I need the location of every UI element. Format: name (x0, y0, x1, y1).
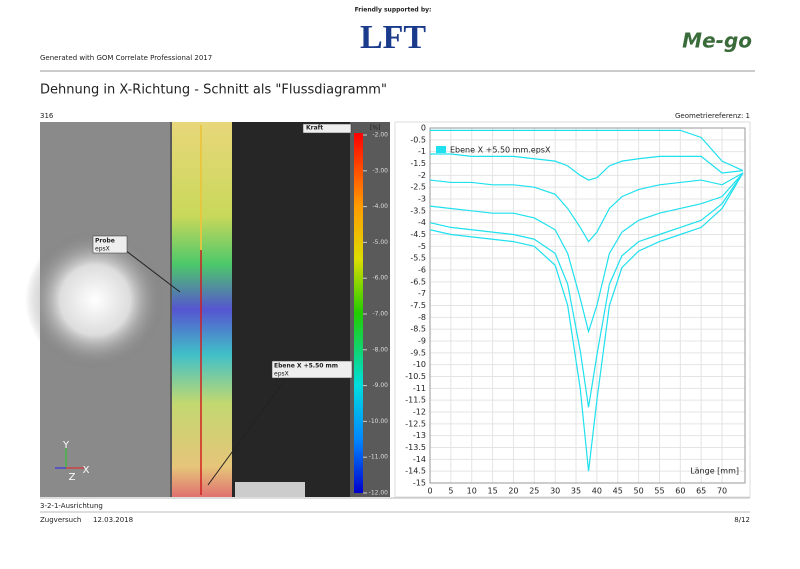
colorbar-label: -9.00 (372, 382, 388, 389)
colorbar-label: -5.00 (372, 239, 388, 246)
y-tick-label: -2.5 (410, 183, 426, 192)
y-tick-label: -14 (413, 455, 426, 464)
legend-label: Ebene X +5.50 mm.epsX (450, 146, 551, 155)
y-tick-label: -14.5 (405, 467, 426, 476)
y-tick-label: -0.5 (410, 135, 426, 144)
y-tick-label: -8.5 (410, 325, 426, 334)
colorbar-label: -8.00 (372, 346, 388, 353)
series-line (429, 172, 744, 408)
colorbar-label: -6.00 (372, 275, 388, 282)
label-subtitle: epsX (274, 371, 289, 378)
y-tick-label: -13.5 (405, 443, 426, 452)
colorbar-unit: [%] (370, 125, 380, 132)
y-tick-label: -13 (413, 431, 426, 440)
x-axis-label: Länge [mm] (690, 467, 739, 476)
colorbar-label: -11.00 (369, 454, 389, 461)
y-tick-label: -9.5 (410, 348, 426, 357)
legend-swatch (436, 146, 446, 153)
y-tick-label: -10.5 (405, 372, 426, 381)
x-tick-label: 10 (467, 487, 477, 496)
date: 12.03.2018 (93, 516, 133, 524)
series-line (429, 172, 744, 334)
y-tick-label: 0 (421, 124, 426, 133)
label-title: Kraft (306, 125, 323, 132)
y-tick-label: -6 (418, 266, 426, 275)
brand-logo: Me-go (682, 29, 752, 53)
page-number: 8/12 (734, 516, 750, 524)
x-tick-label: 15 (487, 487, 497, 496)
y-tick-label: -10 (413, 360, 426, 369)
y-tick-label: -6.5 (410, 277, 426, 286)
y-tick-label: -1.5 (410, 159, 426, 168)
y-tick-label: -12 (413, 408, 426, 417)
y-tick-label: -3.5 (410, 206, 426, 215)
plot-frame (429, 127, 746, 484)
series-line (429, 172, 744, 243)
x-tick-label: 60 (675, 487, 685, 496)
y-tick-label: -5 (418, 242, 426, 251)
axis-name: Z (69, 472, 76, 483)
axis-name: Y (62, 440, 70, 451)
x-tick-label: 30 (550, 487, 560, 496)
y-tick-label: -9 (418, 337, 426, 346)
y-tick-label: -12.5 (405, 419, 426, 428)
colorbar-label: -12.00 (369, 490, 389, 497)
x-tick-label: 55 (654, 487, 664, 496)
x-tick-label: 25 (529, 487, 539, 496)
y-tick-label: -15 (413, 479, 426, 488)
y-tick-label: -2 (418, 171, 426, 180)
x-tick-label: 5 (448, 487, 453, 496)
colorbar-label: -3.00 (372, 167, 388, 174)
x-tick-label: 45 (613, 487, 623, 496)
y-tick-label: -4.5 (410, 230, 426, 239)
geometry-reference: Geometriereferenz: 1 (675, 112, 750, 120)
x-tick-label: 50 (634, 487, 644, 496)
y-tick-label: -7.5 (410, 301, 426, 310)
title: Dehnung in X-Richtung - Schnitt als "Flu… (40, 83, 387, 98)
sponsor: Friendly supported by: (355, 7, 432, 14)
sponsor-logo: LFT (360, 19, 426, 56)
series-line (430, 129, 744, 172)
y-tick-label: -8 (418, 313, 426, 322)
series-line (429, 172, 744, 472)
stage: 316 (40, 112, 54, 120)
colorbar-label: -2.00 (372, 132, 388, 139)
label-subtitle: epsX (95, 246, 110, 253)
colorbar-label: -4.00 (372, 203, 388, 210)
series-line (430, 153, 743, 181)
y-tick-label: -7 (418, 289, 426, 298)
label-title: Probe (95, 238, 115, 245)
x-tick-label: 35 (571, 487, 581, 496)
y-tick-label: -5.5 (410, 254, 426, 263)
x-tick-label: 65 (696, 487, 706, 496)
y-tick-label: -4 (418, 218, 426, 227)
project: Zugversuch (40, 516, 81, 524)
y-tick-label: -11.5 (405, 396, 426, 405)
y-tick-label: -1 (418, 147, 426, 156)
generator: Generated with GOM Correlate Professiona… (40, 54, 212, 62)
label-title: Ebene X +5.50 mm (274, 363, 338, 370)
y-tick-label: -3 (418, 195, 426, 204)
x-tick-label: 0 (427, 487, 432, 496)
image-panel (25, 122, 390, 497)
alignment: 3-2-1-Ausrichtung (40, 502, 103, 510)
axis-name: X (83, 465, 90, 476)
y-tick-label: -11 (413, 384, 426, 393)
colorbar-label: -7.00 (372, 311, 388, 318)
x-tick-label: 40 (592, 487, 602, 496)
chart: 0 -0.5 -1 -1.5 -2 -2.5 -3 -3.5 -4 -4.5 -5 -5.5 -6 -6.… (394, 121, 751, 498)
x-tick-label: 70 (717, 487, 727, 496)
colorbar-label: -10.00 (369, 418, 389, 425)
x-tick-label: 20 (508, 487, 518, 496)
